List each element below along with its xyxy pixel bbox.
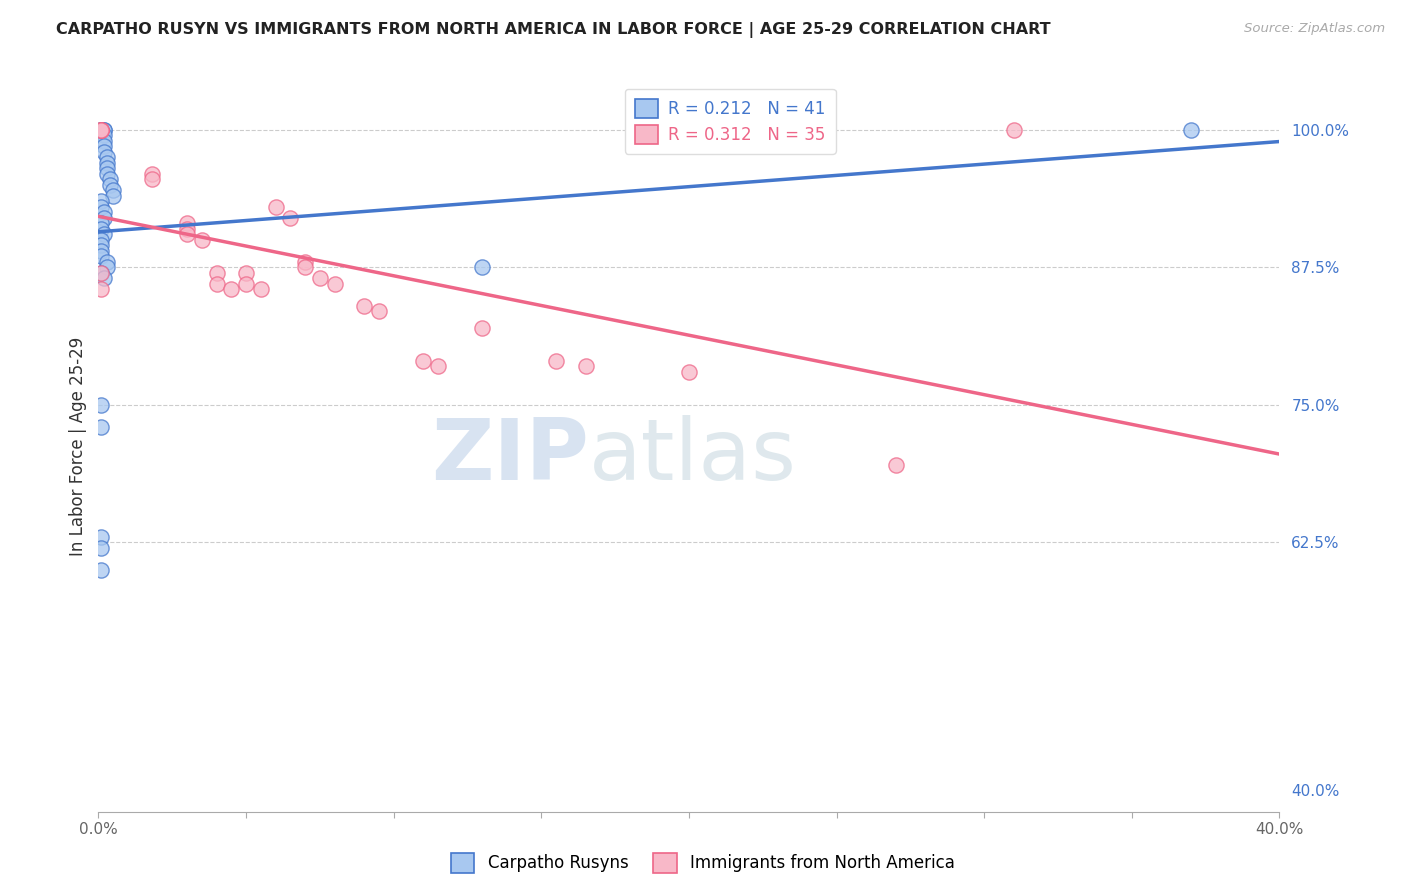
Point xyxy=(93,128,115,143)
Point xyxy=(90,563,112,577)
Point xyxy=(93,122,115,136)
Point xyxy=(205,277,228,291)
Point xyxy=(96,161,118,176)
Text: CARPATHO RUSYN VS IMMIGRANTS FROM NORTH AMERICA IN LABOR FORCE | AGE 25-29 CORRE: CARPATHO RUSYN VS IMMIGRANTS FROM NORTH … xyxy=(56,22,1050,38)
Point xyxy=(90,122,112,136)
Point xyxy=(90,216,112,230)
Point xyxy=(678,365,700,379)
Point xyxy=(90,266,112,280)
Point xyxy=(176,227,198,242)
Point xyxy=(471,320,494,334)
Point xyxy=(96,150,118,164)
Point xyxy=(98,172,121,186)
Point xyxy=(90,122,112,136)
Point xyxy=(93,145,115,159)
Point xyxy=(235,266,257,280)
Y-axis label: In Labor Force | Age 25-29: In Labor Force | Age 25-29 xyxy=(69,336,87,556)
Point xyxy=(294,254,316,268)
Point xyxy=(323,277,346,291)
Point xyxy=(96,260,118,275)
Point xyxy=(176,221,198,235)
Point xyxy=(264,200,287,214)
Point xyxy=(1002,122,1025,136)
Point xyxy=(90,244,112,258)
Point xyxy=(93,211,115,225)
Point xyxy=(96,155,118,169)
Point xyxy=(90,249,112,263)
Point xyxy=(90,194,112,209)
Legend: R = 0.212   N = 41, R = 0.312   N = 35: R = 0.212 N = 41, R = 0.312 N = 35 xyxy=(624,88,835,153)
Point xyxy=(141,167,163,181)
Point xyxy=(90,419,112,434)
Point xyxy=(93,139,115,153)
Point xyxy=(235,277,257,291)
Point xyxy=(93,134,115,148)
Point xyxy=(93,227,115,242)
Point xyxy=(90,122,112,136)
Point xyxy=(884,458,907,473)
Point xyxy=(90,122,112,136)
Point xyxy=(176,216,198,230)
Point xyxy=(471,260,494,275)
Point xyxy=(427,359,450,374)
Point xyxy=(90,122,112,136)
Point xyxy=(90,200,112,214)
Point xyxy=(93,205,115,219)
Point xyxy=(412,353,434,368)
Point xyxy=(205,266,228,280)
Point xyxy=(278,211,302,225)
Point xyxy=(90,221,112,235)
Text: atlas: atlas xyxy=(589,416,797,499)
Point xyxy=(368,304,391,318)
Point xyxy=(103,188,125,202)
Point xyxy=(90,122,112,136)
Point xyxy=(90,282,112,296)
Point xyxy=(294,260,316,275)
Point xyxy=(90,530,112,544)
Point xyxy=(98,178,121,192)
Point xyxy=(250,282,273,296)
Text: Source: ZipAtlas.com: Source: ZipAtlas.com xyxy=(1244,22,1385,36)
Legend: Carpatho Rusyns, Immigrants from North America: Carpatho Rusyns, Immigrants from North A… xyxy=(444,847,962,880)
Point xyxy=(93,122,115,136)
Point xyxy=(90,398,112,412)
Point xyxy=(96,254,118,268)
Point xyxy=(90,122,112,136)
Point xyxy=(219,282,242,296)
Point xyxy=(103,183,125,197)
Point xyxy=(90,266,112,280)
Point xyxy=(546,353,568,368)
Point xyxy=(90,238,112,252)
Point xyxy=(93,271,115,285)
Point xyxy=(574,359,596,374)
Point xyxy=(309,271,332,285)
Point xyxy=(141,172,163,186)
Point xyxy=(90,122,112,136)
Point xyxy=(90,122,112,136)
Text: ZIP: ZIP xyxy=(430,416,589,499)
Point xyxy=(90,122,112,136)
Point xyxy=(1180,122,1202,136)
Point xyxy=(353,299,375,313)
Point xyxy=(90,541,112,555)
Point xyxy=(90,233,112,247)
Point xyxy=(96,167,118,181)
Point xyxy=(191,233,214,247)
